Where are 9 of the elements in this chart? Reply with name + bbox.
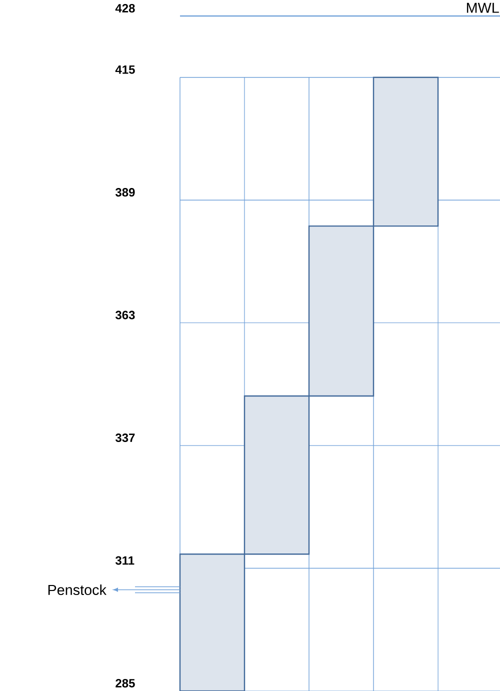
y-tick-label: 337 [115,434,135,442]
y-tick-label: 415 [115,65,135,74]
text: Penstock [48,584,106,596]
y-tick-label: 428 [115,4,135,12]
y-tick-label: 363 [115,310,135,320]
ref-line-label: MWL [466,2,499,13]
y-tick-label: 311 [115,556,134,565]
y-tick-label: 389 [115,188,135,197]
y-tick-label: 285 [116,678,135,688]
